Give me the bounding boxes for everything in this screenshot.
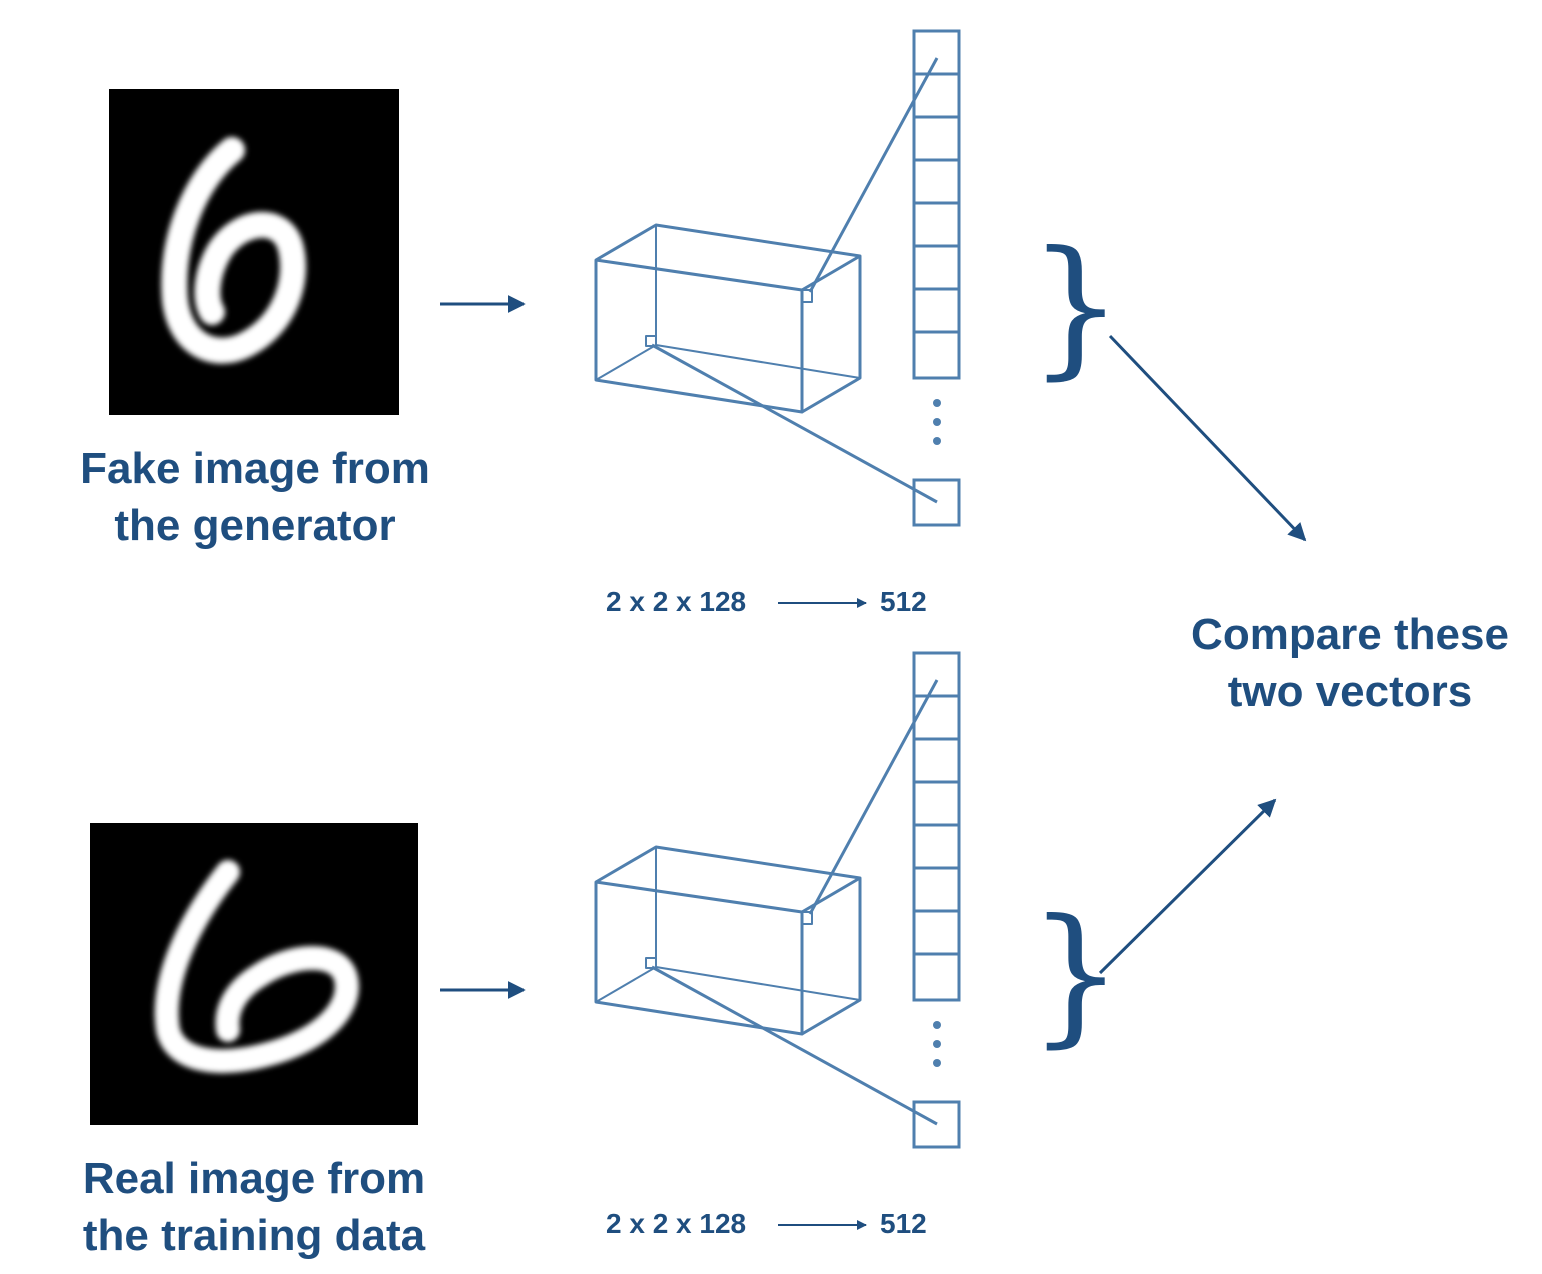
top-vector-brace: } [1028,220,1124,394]
top-feature-map [594,223,862,414]
bottom-connector-lower [651,965,938,1126]
bottom-flatten-vector [912,651,961,1149]
real-image-caption: Real image from the training data [34,1150,474,1264]
bottom-vector-brace: } [1028,888,1124,1062]
bottom-vector-ellipsis [933,1021,941,1067]
compare-caption: Compare these two vectors [1160,606,1540,720]
compare-arrow-bottom [1098,798,1277,975]
real-image [90,823,418,1125]
compare-arrow-top [1108,334,1307,542]
real-caption-line1: Real image from [82,1154,426,1203]
top-connector-upper [808,57,939,293]
bottom-input-shape: 2 x 2 x 128 [606,1208,747,1239]
top-connector-lower [651,343,938,504]
compare-line2: two vectors [1227,667,1473,717]
fake-caption-line1: Fake image from [80,444,430,493]
top-output-size: 512 [880,586,927,617]
bottom-output-size: 512 [880,1208,927,1239]
bottom-feature-map [594,845,862,1036]
top-vector-ellipsis [933,399,941,445]
bottom-connector-upper [808,679,939,915]
top-flatten-vector [912,29,961,527]
top-input-shape: 2 x 2 x 128 [606,586,747,617]
compare-line1: Compare these [1191,610,1509,659]
fake-image-caption: Fake image from the generator [40,440,470,554]
fake-image [109,89,399,415]
real-caption-line2: the training data [82,1211,426,1261]
fake-caption-line2: the generator [114,501,396,551]
